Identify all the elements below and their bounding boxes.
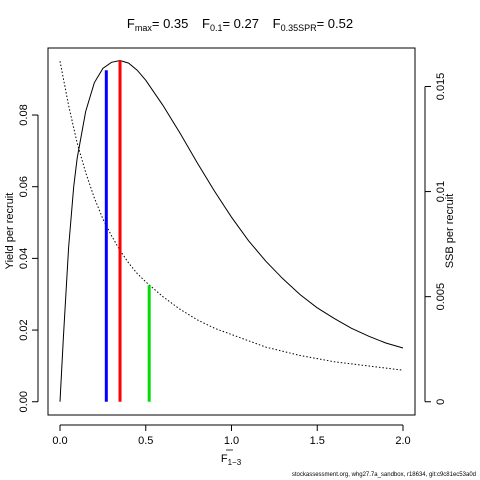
x-axis-title: F1−3: [221, 453, 242, 467]
y-axis-left: 0.00 0.02 0.04 0.06 0.08: [18, 104, 39, 412]
title-f01-value: = 0.27: [222, 16, 259, 31]
series-layer: [59, 59, 404, 402]
x-tick-label: 2.0: [395, 435, 410, 447]
x-tick-label: 0.0: [52, 435, 67, 447]
x-axis-title-sub: 1−3: [228, 458, 242, 467]
reference-lines: [104, 60, 151, 402]
y-left-tick-label: 0.08: [18, 104, 30, 125]
plot-frame: [47, 47, 416, 416]
footnote: stockassessment.org, whg27.7a_sandbox, r…: [292, 472, 476, 478]
x-axis-title-main: F: [221, 453, 228, 465]
y-left-tick-label: 0.00: [18, 391, 30, 412]
title-fmax-value: = 0.35: [152, 16, 189, 31]
chart-title: Fmax= 0.35 F0.1= 0.27 F0.35SPR= 0.52: [127, 16, 353, 33]
x-tick-label: 1.5: [310, 435, 325, 447]
y-right-tick-label: 0: [435, 399, 447, 405]
y-axis-left-title: Yield per recruit: [4, 193, 16, 270]
x-axis: 0.0 0.5 1.0 1.5 2.0: [52, 424, 411, 447]
x-tick-label: 0.5: [138, 435, 153, 447]
x-tick-label: 1.0: [224, 435, 239, 447]
y-right-tick-label: 0.015: [435, 73, 447, 101]
yield-per-recruit-line: [59, 59, 404, 402]
y-axis-right-title: SSB per recruit: [444, 194, 456, 269]
y-right-tick-label: 0.005: [435, 283, 447, 311]
title-fspr-value: = 0.52: [317, 16, 354, 31]
ssb-per-recruit-line: [59, 61, 404, 371]
y-left-tick-label: 0.06: [18, 176, 30, 197]
y-right-tick-label: 0.01: [435, 181, 447, 202]
y-axis-right: 0 0.005 0.01 0.015: [424, 73, 447, 405]
y-left-tick-label: 0.04: [18, 248, 30, 269]
y-left-tick-label: 0.02: [18, 319, 30, 340]
